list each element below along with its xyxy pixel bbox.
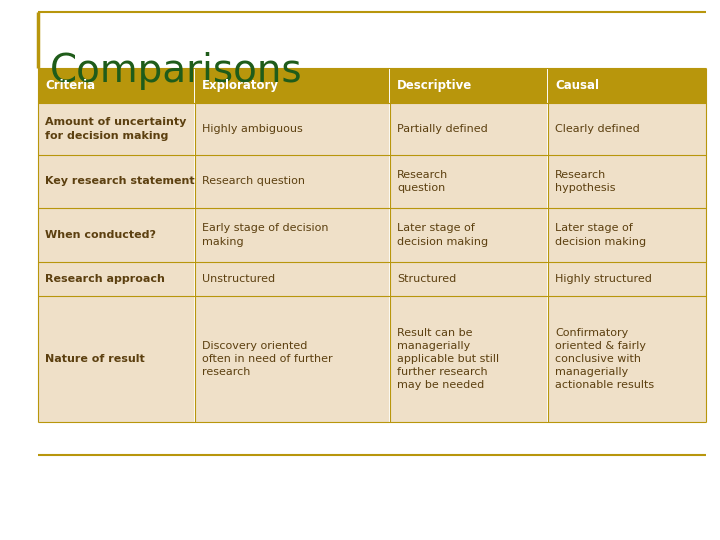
Text: Result can be
managerially
applicable but still
further research
may be needed: Result can be managerially applicable bu… <box>397 328 499 390</box>
Text: Research approach: Research approach <box>45 274 165 284</box>
Text: Later stage of
decision making: Later stage of decision making <box>555 224 646 247</box>
Bar <box>390 155 547 208</box>
Text: Research
hypothesis: Research hypothesis <box>555 170 616 193</box>
Text: Key research statement: Key research statement <box>45 177 194 186</box>
Text: Comparisons: Comparisons <box>50 52 302 90</box>
Text: Research
question: Research question <box>397 170 449 193</box>
Bar <box>195 208 389 262</box>
Text: Highly ambiguous: Highly ambiguous <box>202 124 302 134</box>
Text: Partially defined: Partially defined <box>397 124 487 134</box>
Text: Structured: Structured <box>397 274 456 284</box>
Bar <box>390 208 547 262</box>
Text: Research question: Research question <box>202 177 305 186</box>
Bar <box>195 296 389 422</box>
Bar <box>195 155 389 208</box>
Bar <box>548 103 706 155</box>
Bar <box>38 155 194 208</box>
Bar <box>38 262 194 296</box>
Bar <box>548 296 706 422</box>
Bar <box>195 103 389 155</box>
Bar <box>390 68 547 103</box>
Bar <box>390 262 547 296</box>
Text: Unstructured: Unstructured <box>202 274 275 284</box>
Bar <box>548 208 706 262</box>
Text: Clearly defined: Clearly defined <box>555 124 640 134</box>
Bar <box>548 68 706 103</box>
Bar <box>38 296 194 422</box>
Bar <box>548 155 706 208</box>
Text: Early stage of decision
making: Early stage of decision making <box>202 224 328 247</box>
Text: Descriptive: Descriptive <box>397 79 472 92</box>
Bar <box>38 68 194 103</box>
Text: Exploratory: Exploratory <box>202 79 279 92</box>
Text: When conducted?: When conducted? <box>45 230 156 240</box>
Bar <box>548 262 706 296</box>
Text: Confirmatory
oriented & fairly
conclusive with
managerially
actionable results: Confirmatory oriented & fairly conclusiv… <box>555 328 654 390</box>
Text: Highly structured: Highly structured <box>555 274 652 284</box>
Text: Causal: Causal <box>555 79 599 92</box>
Text: Criteria: Criteria <box>45 79 95 92</box>
Bar <box>390 296 547 422</box>
Bar <box>38 208 194 262</box>
Bar <box>38 103 194 155</box>
Bar <box>390 103 547 155</box>
Text: Discovery oriented
often in need of further
research: Discovery oriented often in need of furt… <box>202 341 333 377</box>
Text: Amount of uncertainty
for decision making: Amount of uncertainty for decision makin… <box>45 117 186 140</box>
Text: Nature of result: Nature of result <box>45 354 145 364</box>
Text: Later stage of
decision making: Later stage of decision making <box>397 224 488 247</box>
Bar <box>195 68 389 103</box>
Bar <box>195 262 389 296</box>
